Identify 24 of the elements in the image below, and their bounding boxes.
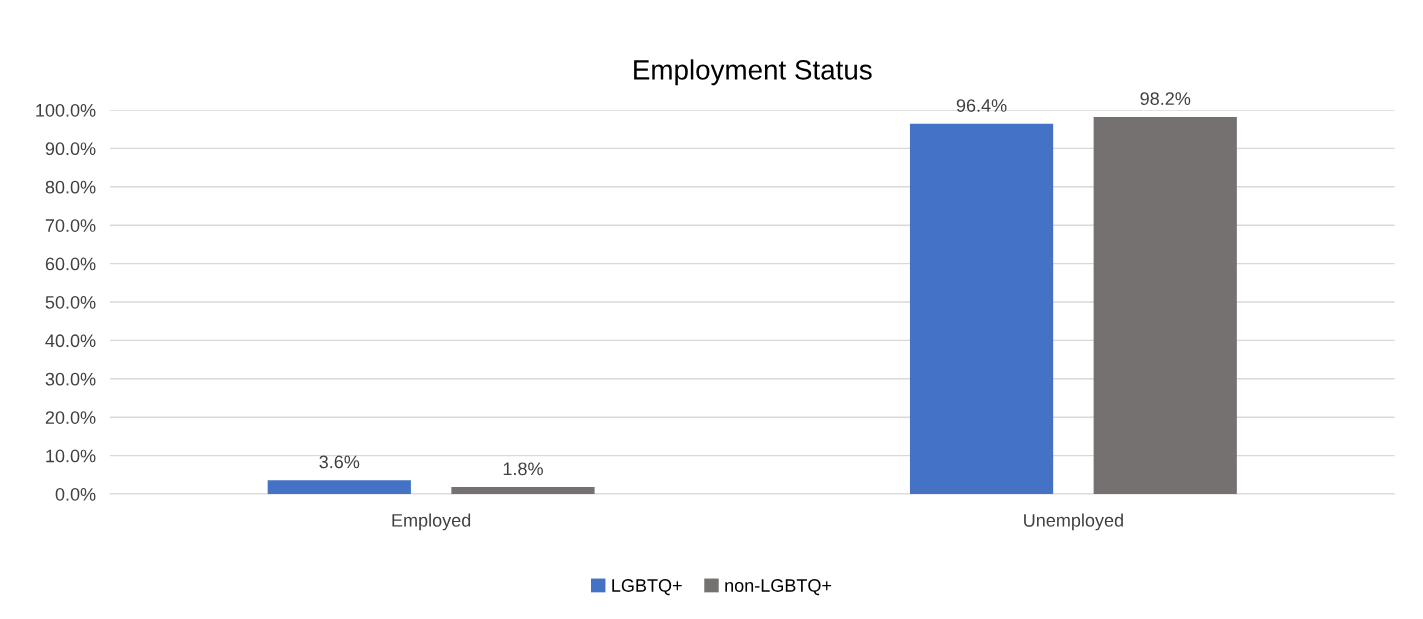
y-tick-label: 60.0% xyxy=(45,257,96,271)
chart-title: Employment Status xyxy=(634,59,872,86)
y-tick-label: 30.0% xyxy=(45,372,96,386)
data-label: 98.2% xyxy=(1140,92,1191,106)
legend-label: non-LGBTQ+ xyxy=(725,579,832,596)
x-tick-label: Unemployed xyxy=(1024,513,1123,531)
bar xyxy=(267,480,411,495)
data-label: 96.4% xyxy=(956,99,1007,112)
x-tick-label: Employed xyxy=(392,513,471,531)
y-tick-label: 0.0% xyxy=(55,487,96,501)
data-label: 3.6% xyxy=(319,455,360,469)
y-tick-label: 10.0% xyxy=(46,449,96,463)
y-tick-label: 90.0% xyxy=(45,142,96,156)
data-label: 1.8% xyxy=(503,462,543,476)
bar xyxy=(909,123,1054,495)
y-tick-label: 40.0% xyxy=(45,334,96,348)
bar xyxy=(451,487,595,495)
y-tick-label: 50.0% xyxy=(45,295,96,309)
legend-label: LGBTQ+ xyxy=(612,579,682,596)
bar xyxy=(1093,116,1237,495)
y-tick-label: 100.0% xyxy=(36,103,96,117)
y-tick-label: 20.0% xyxy=(45,411,96,424)
y-tick-label: 70.0% xyxy=(45,219,96,232)
y-tick-label: 80.0% xyxy=(45,180,96,194)
